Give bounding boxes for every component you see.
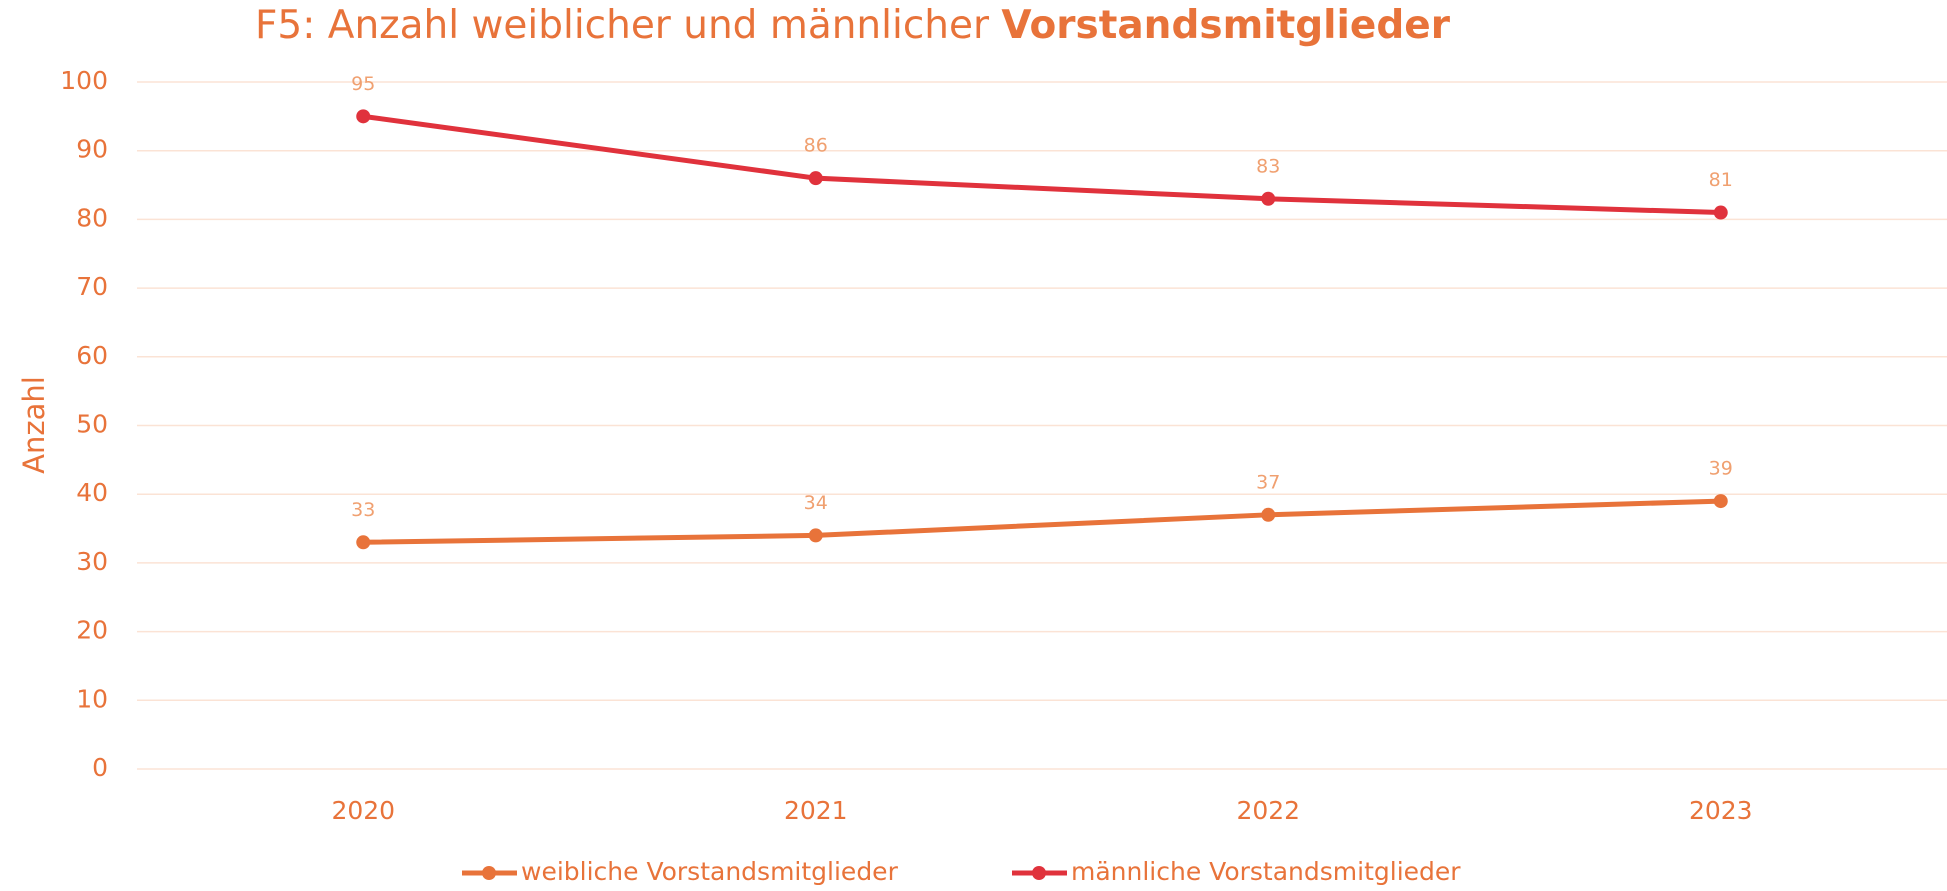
data-point bbox=[356, 535, 371, 550]
series-line bbox=[363, 498, 1721, 545]
data-label: 95 bbox=[351, 73, 375, 95]
data-point bbox=[1261, 507, 1276, 522]
legend-label: weibliche Vorstandsmitglieder bbox=[521, 857, 899, 886]
y-tick-label: 100 bbox=[60, 66, 108, 95]
x-tick-label: 2023 bbox=[1689, 796, 1753, 825]
y-tick-label: 50 bbox=[76, 410, 108, 439]
y-axis-label: Anzahl bbox=[17, 376, 51, 474]
data-label: 83 bbox=[1256, 155, 1280, 177]
y-tick-label: 30 bbox=[76, 547, 108, 576]
data-label: 39 bbox=[1709, 458, 1733, 480]
legend-dot bbox=[482, 866, 496, 880]
y-tick-label: 70 bbox=[76, 272, 108, 301]
y-tick-label: 60 bbox=[76, 341, 108, 370]
data-point bbox=[808, 528, 823, 543]
data-point bbox=[1713, 205, 1728, 220]
legend-dot bbox=[1032, 866, 1046, 880]
data-point bbox=[356, 109, 371, 124]
y-tick-label: 90 bbox=[76, 135, 108, 164]
x-tick-label: 2022 bbox=[1236, 796, 1300, 825]
data-point bbox=[1713, 494, 1728, 509]
x-tick-label: 2021 bbox=[784, 796, 848, 825]
data-label: 81 bbox=[1709, 169, 1733, 191]
title-bold: Vorstandsmitglieder bbox=[1001, 3, 1450, 48]
data-point bbox=[1261, 191, 1276, 206]
y-tick-label: 80 bbox=[76, 203, 108, 232]
y-tick-label: 10 bbox=[76, 684, 108, 713]
title-text: F5: Anzahl weiblicher und männlicher bbox=[255, 3, 990, 48]
y-tick-label: 40 bbox=[76, 478, 108, 507]
data-label: 37 bbox=[1256, 471, 1280, 493]
x-tick-label: 2020 bbox=[331, 796, 395, 825]
data-label: 34 bbox=[804, 492, 828, 514]
y-tick-label: 20 bbox=[76, 616, 108, 645]
data-label: 86 bbox=[804, 135, 828, 157]
legend-label: männliche Vorstandsmitglieder bbox=[1071, 857, 1461, 886]
data-point bbox=[808, 171, 823, 186]
series-line bbox=[362, 113, 1721, 216]
chart-title: F5: Anzahl weiblicher und männlicher Vor… bbox=[255, 3, 1451, 48]
y-tick-label: 0 bbox=[92, 753, 108, 782]
data-label: 33 bbox=[351, 499, 375, 521]
